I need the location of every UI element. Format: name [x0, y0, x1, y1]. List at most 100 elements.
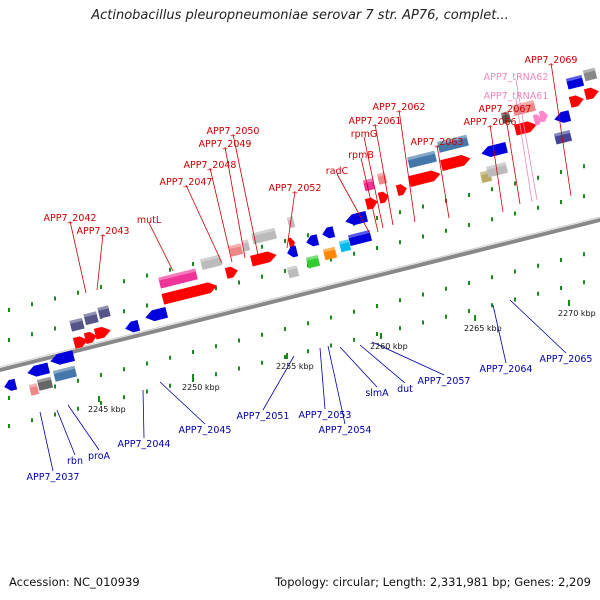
upper-gene-box — [158, 268, 198, 289]
minor-tick — [169, 383, 171, 388]
minor-tick — [537, 263, 539, 268]
major-tick — [192, 374, 194, 380]
upper-gene-box-body — [83, 311, 99, 326]
lower-gene-box-body — [347, 229, 373, 247]
bottom-gene-label: APP7_2065 — [540, 354, 593, 365]
top-gene-label: APP7_2067 — [479, 104, 532, 115]
upper-gene-box — [362, 178, 376, 192]
top-gene-label: rpmB — [348, 150, 374, 161]
label-leader-line — [489, 124, 504, 213]
minor-tick — [399, 210, 401, 215]
minor-tick — [353, 337, 355, 342]
upper-gene-box-body — [437, 134, 469, 153]
minor-tick — [215, 286, 217, 291]
upper-gene-box — [69, 317, 85, 332]
minor-tick — [537, 205, 539, 210]
minor-tick — [146, 303, 148, 308]
lower-gene-box-shine — [28, 383, 38, 389]
minor-tick — [560, 170, 562, 174]
lower-gene-box — [322, 246, 338, 261]
reverse-gene-arrow — [287, 245, 299, 258]
bottom-gene-label: slmA — [365, 388, 389, 399]
upper-gene-box-shine — [69, 317, 83, 324]
top-gene-label: APP7_2048 — [184, 160, 237, 171]
bottom-gene-label: rbn — [67, 456, 83, 467]
minor-tick — [192, 350, 194, 354]
upper-gene-box-body — [69, 317, 85, 332]
lower-gene-box-shine — [36, 376, 52, 384]
top-gene-label: APP7_2050 — [207, 126, 260, 137]
minor-tick — [100, 285, 102, 289]
minor-tick — [445, 286, 447, 291]
label-leader-line — [374, 123, 394, 226]
minor-tick — [123, 279, 125, 284]
scale-label-kbp: 2270 kbp — [558, 309, 596, 318]
major-tick — [474, 315, 476, 321]
reverse-gene-arrow — [50, 350, 75, 365]
reverse-gene-arrow — [554, 110, 572, 123]
top-gene-label: APP7_tRNA61 — [484, 91, 549, 102]
minor-tick — [514, 269, 516, 274]
label-leader-line — [492, 304, 507, 364]
lower-gene-box — [36, 376, 54, 391]
minor-tick — [169, 355, 171, 360]
top-gene-label: APP7_2066 — [464, 117, 517, 128]
upper-gene-box-body — [241, 239, 251, 252]
upper-gene-box — [199, 254, 223, 271]
upper-gene-box-body — [362, 178, 376, 192]
scale-label-kbp: 2265 kbp — [464, 324, 502, 333]
upper-gene-box-shine — [83, 311, 97, 318]
minor-tick — [422, 292, 424, 297]
label-leader-line — [185, 184, 223, 264]
upper-gene-box — [376, 172, 388, 185]
minor-tick — [123, 395, 125, 400]
minor-tick — [238, 280, 240, 285]
minor-tick — [537, 175, 539, 180]
minor-tick — [284, 327, 286, 331]
scale-label-kbp: 2260 kbp — [370, 342, 408, 351]
forward-gene-arrow-body — [161, 282, 218, 305]
upper-gene-box-shine — [407, 150, 435, 161]
upper-gene-box — [437, 134, 469, 153]
lower-gene-box-body — [286, 265, 300, 279]
lower-gene-box-body — [28, 383, 40, 396]
genome-stats-text: Topology: circular; Length: 2,331,981 bp… — [275, 575, 591, 589]
reverse-gene-arrow-body — [125, 319, 141, 333]
reverse-gene-arrow — [345, 210, 369, 226]
minor-tick — [54, 412, 56, 417]
forward-gene-arrow-body — [440, 154, 471, 171]
trna-arrow — [532, 114, 542, 126]
forward-gene-arrow-body — [93, 326, 111, 340]
bottom-gene-label: APP7_2045 — [179, 425, 232, 436]
minor-tick — [77, 378, 79, 383]
forward-gene-arrow — [568, 95, 584, 108]
label-leader-line — [398, 109, 416, 223]
top-gene-label: APP7_2052 — [269, 183, 322, 194]
label-leader-line — [209, 167, 233, 263]
forward-gene-arrow-body — [513, 121, 537, 136]
minor-tick — [54, 326, 56, 331]
reverse-gene-arrow-body — [554, 110, 572, 123]
forward-gene-arrow-body — [83, 331, 97, 345]
lower-gene-box — [28, 383, 40, 396]
minor-tick — [215, 344, 217, 349]
minor-tick — [215, 372, 217, 377]
lower-gene-box-shine — [553, 129, 571, 137]
bottom-gene-label: APP7_2054 — [319, 425, 372, 436]
major-tick — [286, 353, 288, 359]
scale-label-kbp: 2250 kbp — [182, 383, 220, 392]
forward-gene-arrow-body — [568, 95, 584, 108]
minor-tick — [100, 373, 102, 377]
minor-tick — [307, 233, 309, 238]
label-leader-line — [515, 98, 533, 203]
forward-gene-arrow — [250, 251, 277, 267]
minor-tick — [8, 424, 10, 428]
label-leader-line — [509, 299, 567, 354]
label-leader-line — [336, 173, 370, 233]
minor-tick — [399, 326, 401, 331]
minor-tick — [146, 389, 148, 394]
bottom-gene-label: APP7_2037 — [27, 472, 80, 483]
lower-gene-box-shine — [52, 365, 76, 374]
minor-tick — [123, 309, 125, 314]
